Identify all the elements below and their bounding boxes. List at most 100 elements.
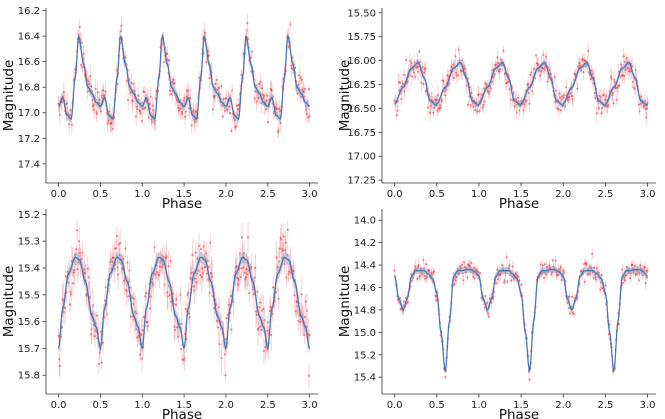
data-point	[223, 353, 226, 356]
y-tick-label: 15.3	[18, 237, 40, 248]
data-point	[505, 256, 508, 259]
data-point	[551, 259, 554, 262]
data-point	[209, 241, 212, 244]
data-point	[418, 274, 422, 277]
data-point	[609, 75, 612, 78]
data-point	[170, 81, 173, 84]
y-tick-label: 17.0	[18, 108, 40, 119]
data-point	[215, 78, 218, 82]
y-tick-label: 16.6	[18, 57, 40, 68]
data-point	[462, 261, 466, 264]
data-point	[549, 72, 552, 76]
data-point	[546, 80, 549, 83]
x-tick-label: 0.5	[429, 189, 445, 200]
data-point	[236, 283, 240, 286]
data-point	[203, 31, 207, 34]
data-point	[398, 81, 402, 84]
data-point	[208, 76, 211, 79]
data-point	[595, 278, 598, 281]
y-tick-label: 15.50	[347, 8, 376, 19]
data-point	[518, 279, 521, 282]
model-line	[394, 61, 649, 107]
x-tick-label: 3.0	[302, 400, 318, 411]
data-point	[73, 269, 76, 272]
data-point	[223, 109, 226, 113]
data-point	[160, 265, 163, 269]
data-point	[275, 256, 278, 259]
data-point	[237, 278, 240, 281]
data-point	[94, 87, 97, 91]
data-point	[232, 300, 235, 303]
data-point	[199, 273, 202, 277]
x-tick-label: 2.0	[555, 189, 571, 200]
data-point	[116, 82, 119, 86]
data-point	[559, 266, 562, 269]
data-point	[112, 256, 115, 259]
x-tick-label: 2.0	[555, 400, 571, 411]
data-point	[496, 56, 499, 59]
data-point	[571, 295, 574, 298]
data-point	[174, 303, 177, 306]
x-tick-label: 2.5	[597, 400, 613, 411]
data-point	[119, 241, 122, 245]
data-point	[144, 295, 147, 298]
data-point	[125, 80, 128, 83]
data-point	[568, 295, 571, 298]
data-point	[628, 67, 631, 70]
data-point	[201, 272, 205, 275]
data-point	[266, 329, 269, 333]
model-uncertainty-band	[58, 32, 310, 123]
data-point	[632, 86, 635, 89]
data-point	[278, 247, 281, 250]
data-point	[110, 122, 113, 125]
data-point	[186, 293, 189, 296]
data-point	[187, 89, 190, 92]
data-point	[286, 228, 289, 231]
y-axis-title: Magnitude	[337, 266, 353, 338]
data-point	[496, 278, 500, 281]
data-point	[99, 110, 103, 113]
data-point	[643, 266, 646, 269]
data-point	[217, 306, 220, 309]
data-point	[168, 89, 171, 92]
data-point	[119, 30, 122, 33]
data-point	[618, 84, 621, 87]
data-point	[410, 62, 413, 65]
y-tick-label: 16.4	[18, 32, 40, 43]
data-point	[259, 80, 262, 83]
x-tick-label: 3.0	[640, 400, 656, 411]
data-point	[189, 277, 192, 280]
data-point	[436, 94, 440, 97]
data-point	[308, 114, 311, 117]
data-point	[115, 247, 118, 250]
data-point	[581, 57, 584, 61]
data-point	[454, 55, 457, 58]
data-point	[132, 297, 136, 300]
data-point	[195, 110, 198, 114]
data-point	[576, 87, 579, 90]
data-point	[416, 70, 420, 73]
data-point	[270, 333, 273, 337]
y-tick-label: 15.4	[354, 373, 376, 384]
data-point	[262, 94, 266, 97]
data-point	[621, 268, 624, 271]
data-point	[140, 120, 144, 123]
data-point	[631, 263, 634, 266]
data-point	[645, 116, 648, 119]
data-point	[305, 309, 309, 312]
x-tick-label: 1.5	[513, 189, 529, 200]
data-point	[510, 279, 513, 282]
data-point	[307, 374, 311, 377]
data-point	[299, 320, 302, 324]
data-point	[300, 78, 303, 81]
x-tick-label: 0.5	[92, 400, 108, 411]
data-point	[617, 323, 620, 326]
data-point	[452, 63, 455, 66]
data-point	[197, 244, 201, 247]
data-point	[176, 326, 179, 329]
data-point	[462, 65, 466, 68]
y-tick-label: 15.0	[354, 328, 376, 339]
data-point	[80, 41, 83, 44]
data-point	[58, 364, 61, 368]
